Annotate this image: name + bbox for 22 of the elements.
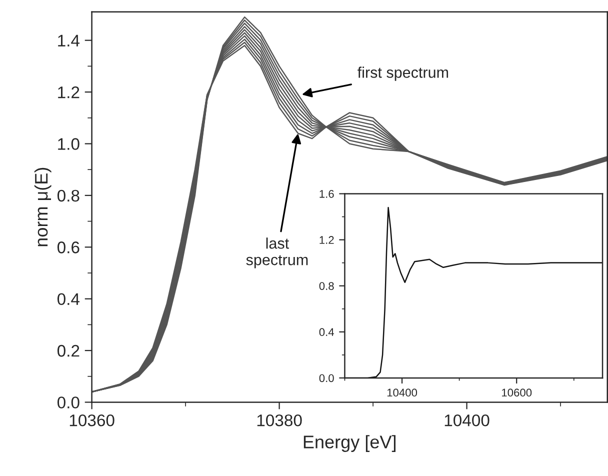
y-tick-label: 1.2 [58, 86, 80, 98]
y-axis-title: norm μ(E) [34, 168, 52, 246]
y-tick-label: 1.2 [320, 236, 334, 244]
x-tick-label: 10400 [387, 388, 418, 397]
annotation: first spectrum [358, 66, 448, 81]
y-tick-label: 0.4 [319, 328, 334, 336]
x-tick-label: 10600 [502, 388, 532, 397]
y-tick-label: 0.4 [57, 293, 80, 306]
y-tick-label: 0.2 [57, 344, 80, 357]
x-axis-title: Energy [eV] [304, 435, 396, 452]
x-tick-label: 10360 [70, 414, 114, 426]
y-tick-label: 0.6 [57, 242, 80, 254]
x-tick-label: 10380 [257, 414, 302, 426]
y-tick-label: 1.4 [58, 34, 80, 46]
y-tick-label: 0.0 [57, 396, 80, 408]
y-tick-label: 0.8 [57, 190, 80, 202]
y-tick-label: 0.0 [319, 374, 334, 382]
y-tick-label: 1.0 [58, 138, 80, 150]
annotation: last spectrum [246, 238, 308, 268]
y-tick-label: 1.6 [320, 190, 334, 198]
y-tick-label: 0.8 [319, 282, 334, 290]
x-tick-label: 10400 [444, 414, 490, 426]
